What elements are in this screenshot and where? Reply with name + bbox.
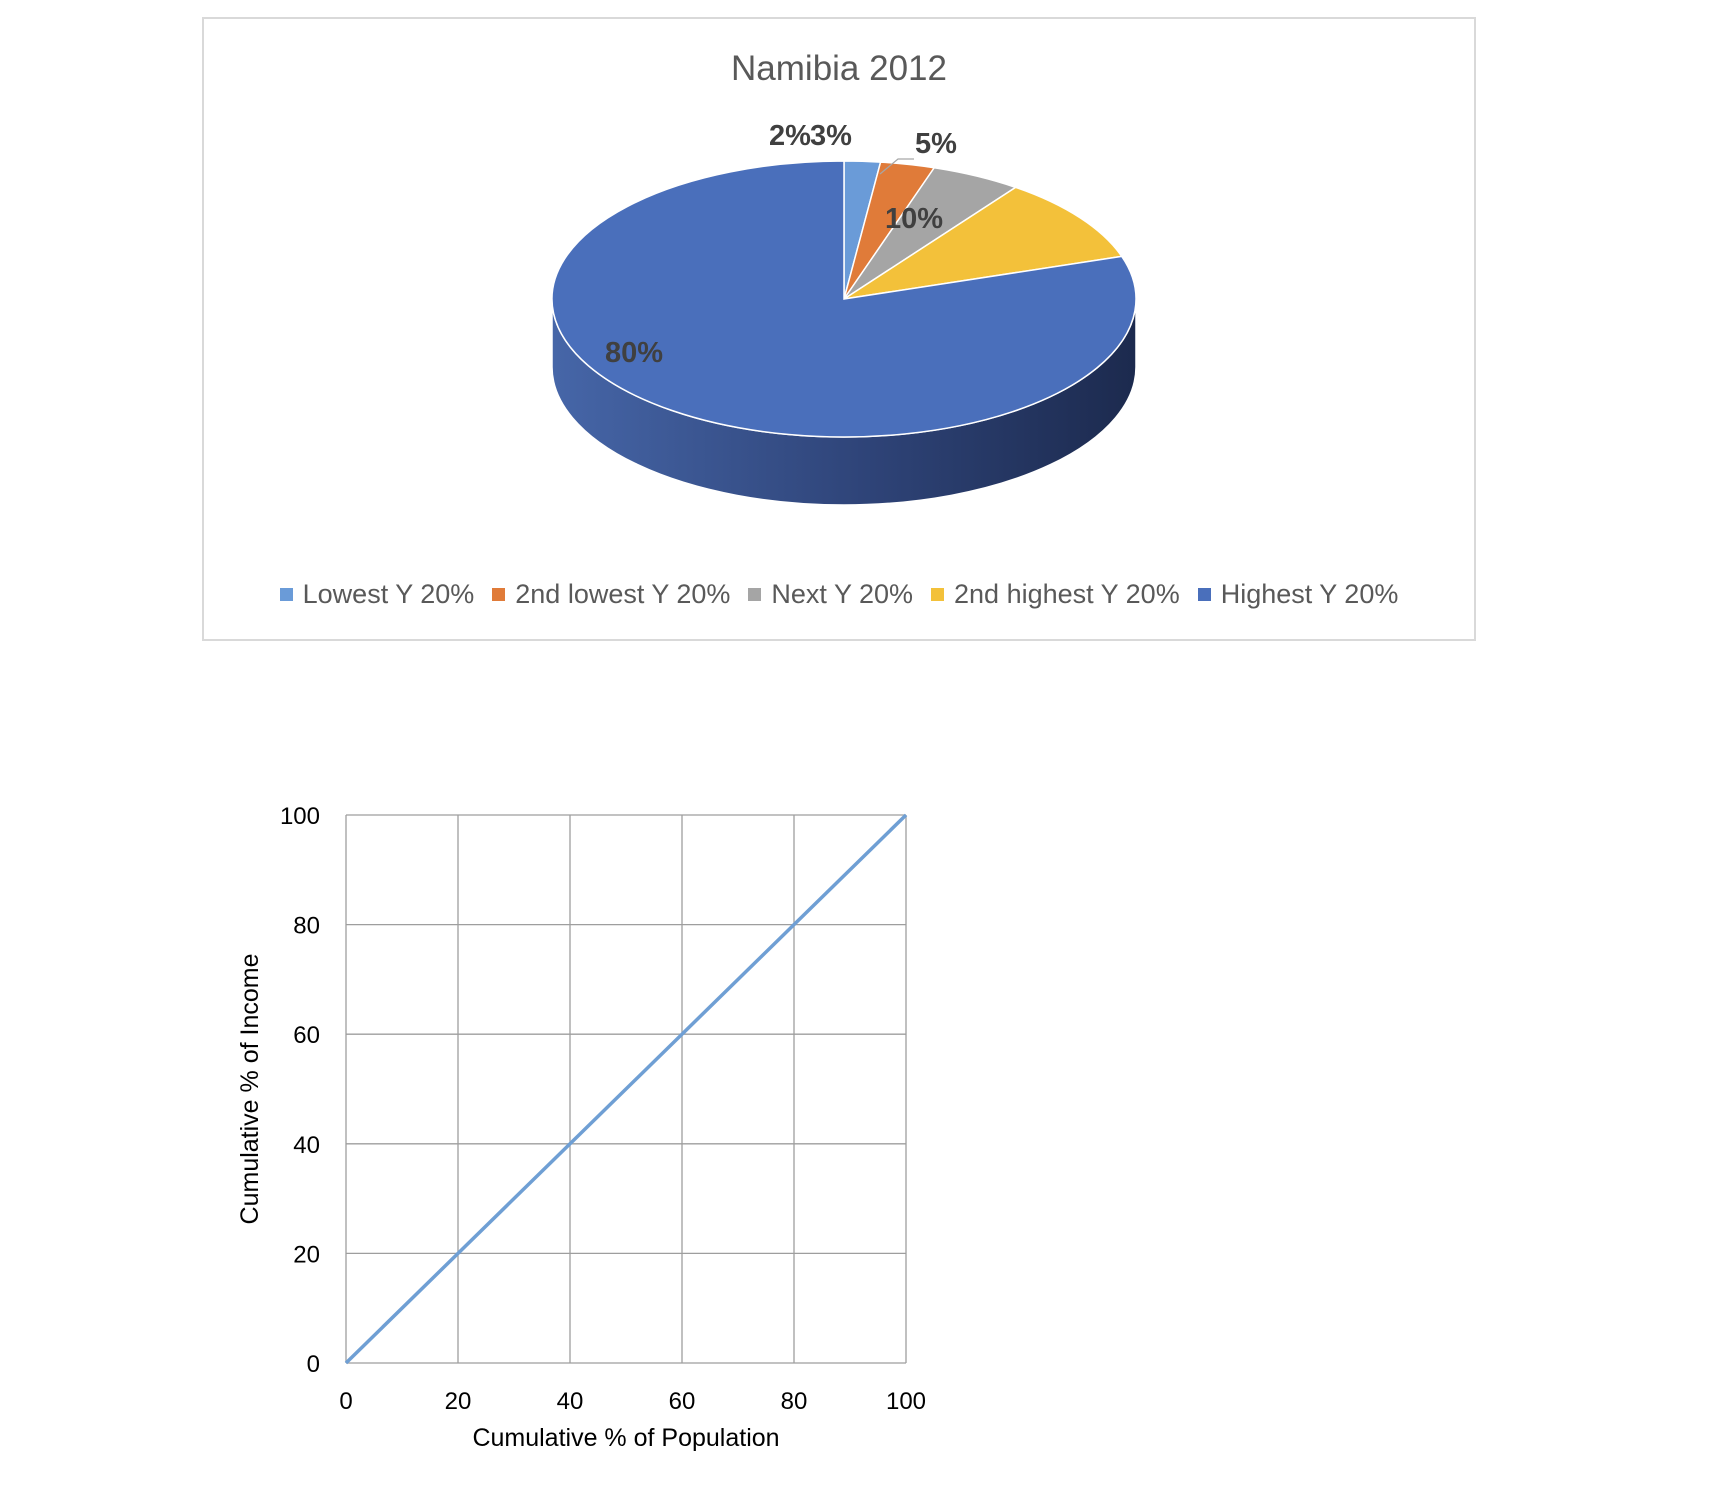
x-tick-label: 40	[557, 1388, 584, 1415]
y-tick-label: 100	[280, 803, 320, 830]
pie-chart-panel: Namibia 2012 2% 3% 5% 10% 80% Lowest Y 20% 2n…	[202, 17, 1476, 641]
x-tick-label: 80	[781, 1388, 808, 1415]
legend-label: Lowest Y 20%	[302, 579, 475, 609]
pie-data-label: 10%	[885, 203, 943, 235]
legend-item: Next Y 20%	[748, 579, 913, 610]
y-tick-label: 80	[293, 913, 320, 940]
legend-swatch	[279, 588, 293, 601]
legend-label: 2nd highest Y 20%	[954, 579, 1180, 609]
pie-slice	[551, 160, 1137, 438]
pie-data-label: 5%	[915, 128, 957, 160]
legend-swatch	[748, 588, 762, 601]
pie-chart: 2% 3% 5% 10% 80%	[551, 120, 1137, 506]
legend-label: 2nd lowest Y 20%	[515, 579, 731, 609]
legend-item: Highest Y 20%	[1197, 579, 1399, 610]
x-tick-label: 100	[886, 1388, 926, 1415]
series-line	[344, 813, 908, 1365]
x-tick-label: 60	[669, 1388, 696, 1415]
pie-data-label: 3%	[810, 120, 852, 152]
x-axis-label: Cumulative % of Population	[472, 1424, 779, 1452]
x-tick-label: 20	[445, 1388, 472, 1415]
y-tick-label: 40	[293, 1132, 320, 1159]
legend-swatch	[492, 588, 506, 601]
y-tick-label: 60	[293, 1022, 320, 1049]
pie-data-label: 2%	[769, 120, 811, 152]
legend-swatch	[1197, 588, 1211, 601]
x-tick-label: 0	[339, 1388, 352, 1415]
leader-line	[879, 158, 914, 175]
legend-item: Lowest Y 20%	[279, 579, 475, 610]
y-tick-label: 0	[307, 1351, 320, 1378]
pie-slice	[843, 186, 1124, 300]
legend-item: 2nd lowest Y 20%	[492, 579, 730, 610]
line-chart: 0 20 40 60 80 100 0 20 40 60 80 100 Cumulative % of …	[236, 803, 926, 1452]
legend-label: Highest Y 20%	[1220, 579, 1399, 609]
pie-data-label: 80%	[605, 337, 663, 369]
legend-item: 2nd highest Y 20%	[931, 579, 1180, 610]
y-tick-label: 20	[293, 1241, 320, 1268]
pie-legend: Lowest Y 20% 2nd lowest Y 20% Next Y 20% 2n…	[204, 579, 1474, 610]
pie-chart-title: Namibia 2012	[731, 49, 947, 88]
legend-label: Next Y 20%	[771, 579, 914, 609]
legend-swatch	[931, 588, 945, 601]
y-axis-label: Cumulative % of Income	[236, 954, 264, 1225]
